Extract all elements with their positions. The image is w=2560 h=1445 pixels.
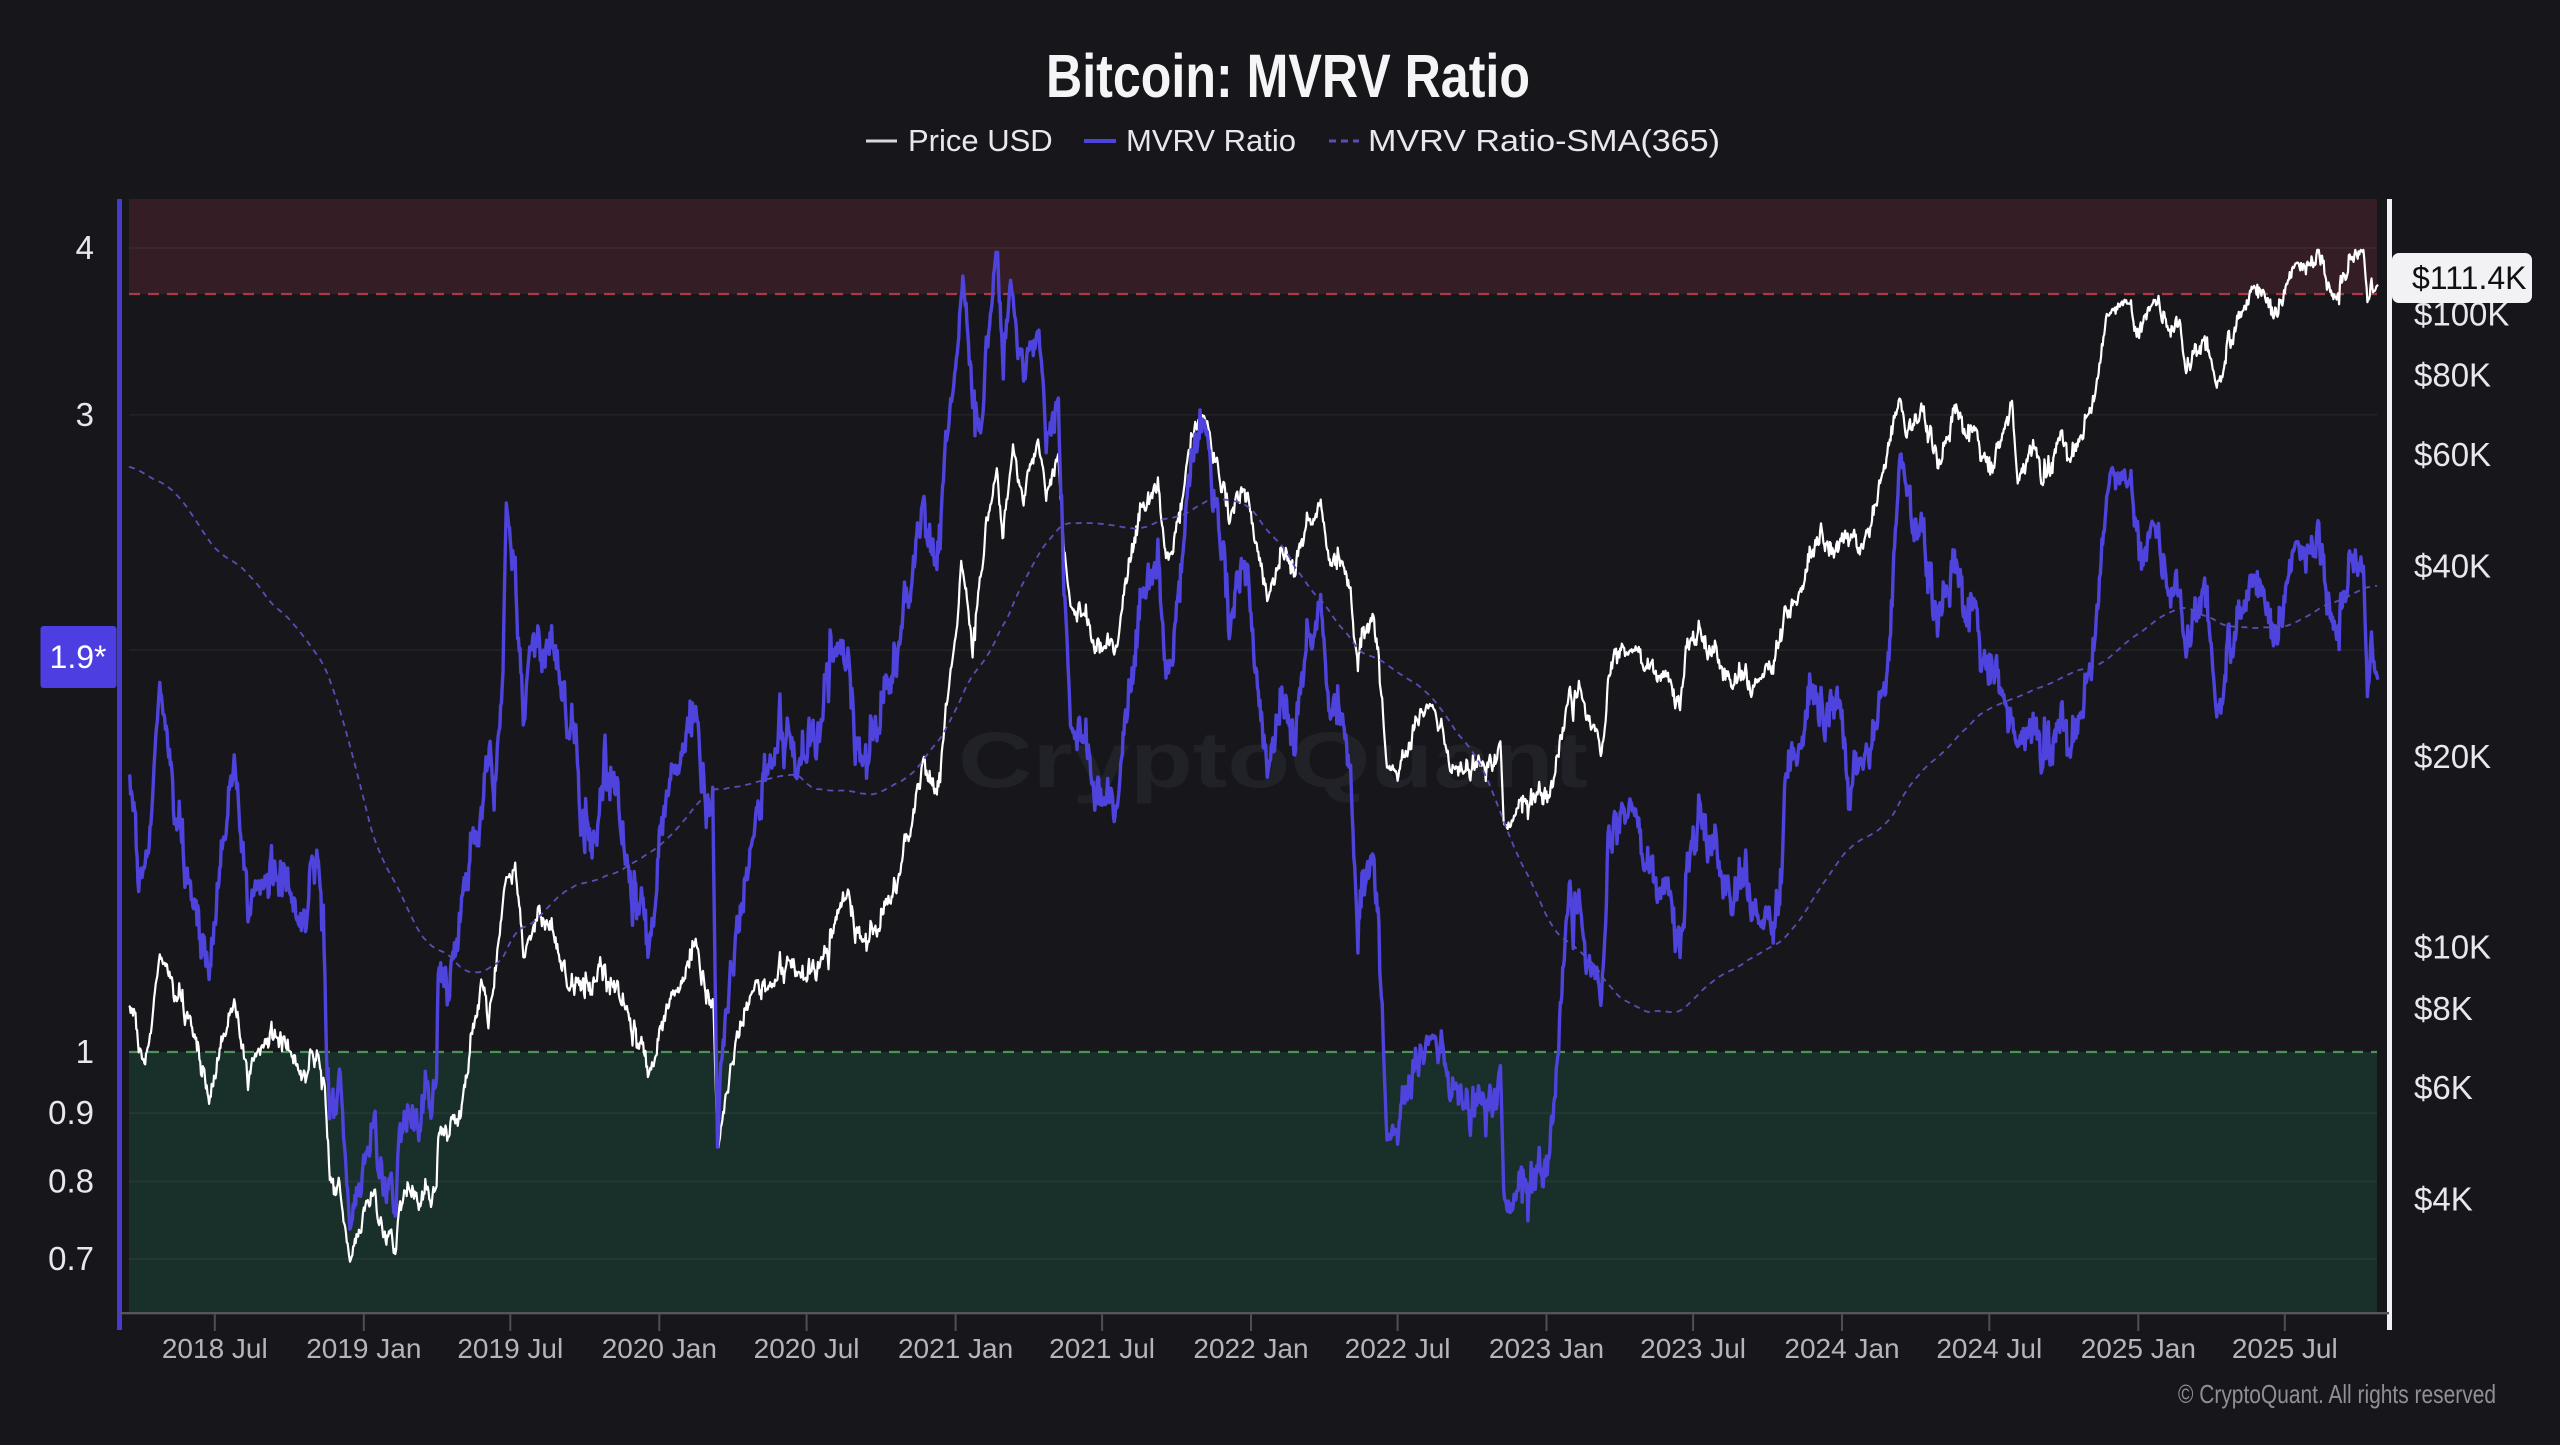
svg-text:2019 Jul: 2019 Jul — [457, 1333, 563, 1364]
svg-text:2023 Jul: 2023 Jul — [1640, 1333, 1746, 1364]
svg-text:0.8: 0.8 — [48, 1162, 94, 1199]
svg-text:2021 Jul: 2021 Jul — [1049, 1333, 1155, 1364]
svg-text:1.9*: 1.9* — [50, 639, 107, 675]
svg-text:$6K: $6K — [2414, 1069, 2473, 1106]
svg-text:Bitcoin: MVRV Ratio: Bitcoin: MVRV Ratio — [1046, 42, 1530, 110]
svg-text:4: 4 — [76, 229, 94, 266]
svg-text:2021 Jan: 2021 Jan — [898, 1333, 1013, 1364]
svg-text:© CryptoQuant. All rights rese: © CryptoQuant. All rights reserved — [2178, 1379, 2496, 1409]
svg-text:2024 Jan: 2024 Jan — [1784, 1333, 1899, 1364]
svg-text:1: 1 — [76, 1033, 94, 1070]
svg-text:$60K: $60K — [2414, 436, 2491, 473]
svg-text:$111.4K: $111.4K — [2412, 260, 2526, 296]
svg-text:2023 Jan: 2023 Jan — [1489, 1333, 1604, 1364]
svg-text:MVRV Ratio-SMA(365): MVRV Ratio-SMA(365) — [1368, 123, 1720, 158]
svg-text:2024 Jul: 2024 Jul — [1936, 1333, 2042, 1364]
svg-text:$80K: $80K — [2414, 357, 2491, 394]
svg-text:$20K: $20K — [2414, 738, 2491, 775]
svg-text:2025 Jan: 2025 Jan — [2081, 1333, 2196, 1364]
svg-text:0.7: 0.7 — [48, 1240, 94, 1277]
svg-text:$4K: $4K — [2414, 1181, 2473, 1218]
svg-text:2018 Jul: 2018 Jul — [162, 1333, 268, 1364]
svg-text:$10K: $10K — [2414, 929, 2491, 966]
svg-text:$8K: $8K — [2414, 990, 2473, 1027]
svg-text:$40K: $40K — [2414, 547, 2491, 584]
svg-text:2022 Jan: 2022 Jan — [1193, 1333, 1308, 1364]
svg-text:2025 Jul: 2025 Jul — [2232, 1333, 2338, 1364]
svg-text:MVRV Ratio: MVRV Ratio — [1126, 123, 1296, 158]
svg-text:2020 Jul: 2020 Jul — [754, 1333, 860, 1364]
svg-text:3: 3 — [76, 396, 94, 433]
svg-text:CryptoQuant: CryptoQuant — [958, 715, 1588, 804]
svg-text:Price USD: Price USD — [908, 123, 1053, 158]
svg-text:2019 Jan: 2019 Jan — [306, 1333, 421, 1364]
svg-text:2022 Jul: 2022 Jul — [1345, 1333, 1451, 1364]
svg-text:2020 Jan: 2020 Jan — [602, 1333, 717, 1364]
svg-text:0.9: 0.9 — [48, 1094, 94, 1131]
